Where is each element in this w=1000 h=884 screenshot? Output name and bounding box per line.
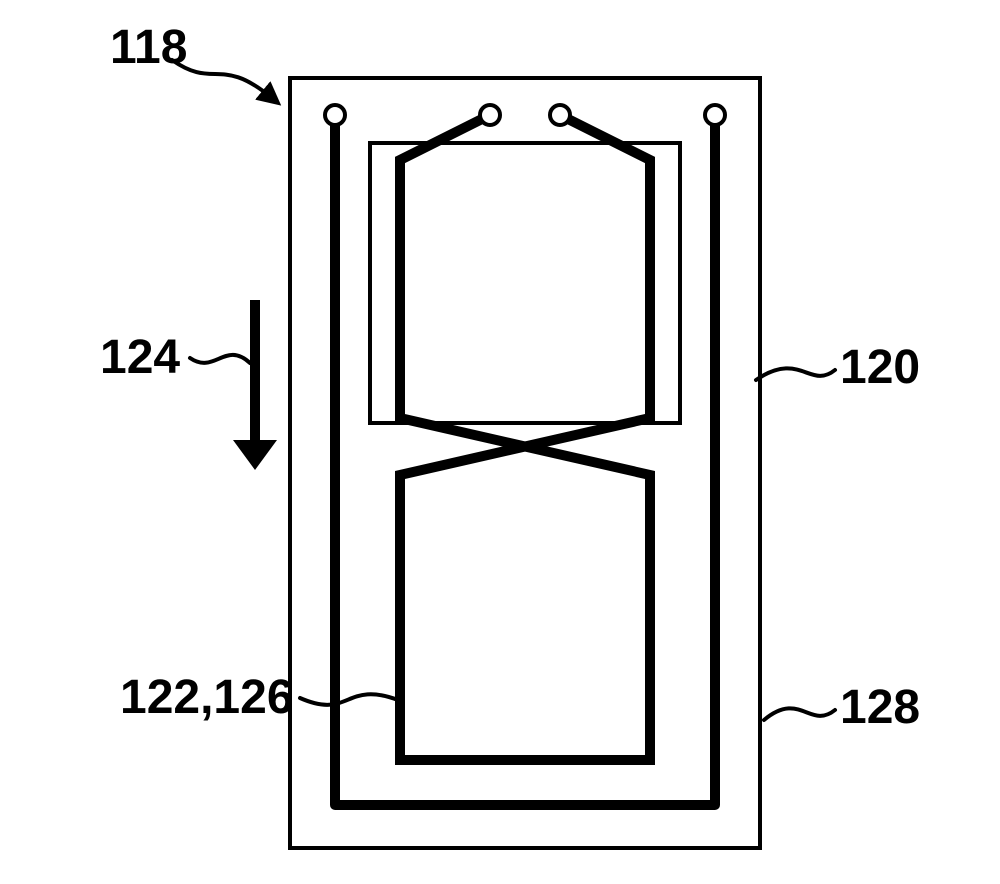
diagram-svg <box>0 0 1000 884</box>
label-128: 128 <box>840 680 920 735</box>
label-122-126: 122,126 <box>120 670 294 725</box>
label-120: 120 <box>840 340 920 395</box>
label-124: 124 <box>100 330 180 385</box>
label-118: 118 <box>110 20 187 75</box>
